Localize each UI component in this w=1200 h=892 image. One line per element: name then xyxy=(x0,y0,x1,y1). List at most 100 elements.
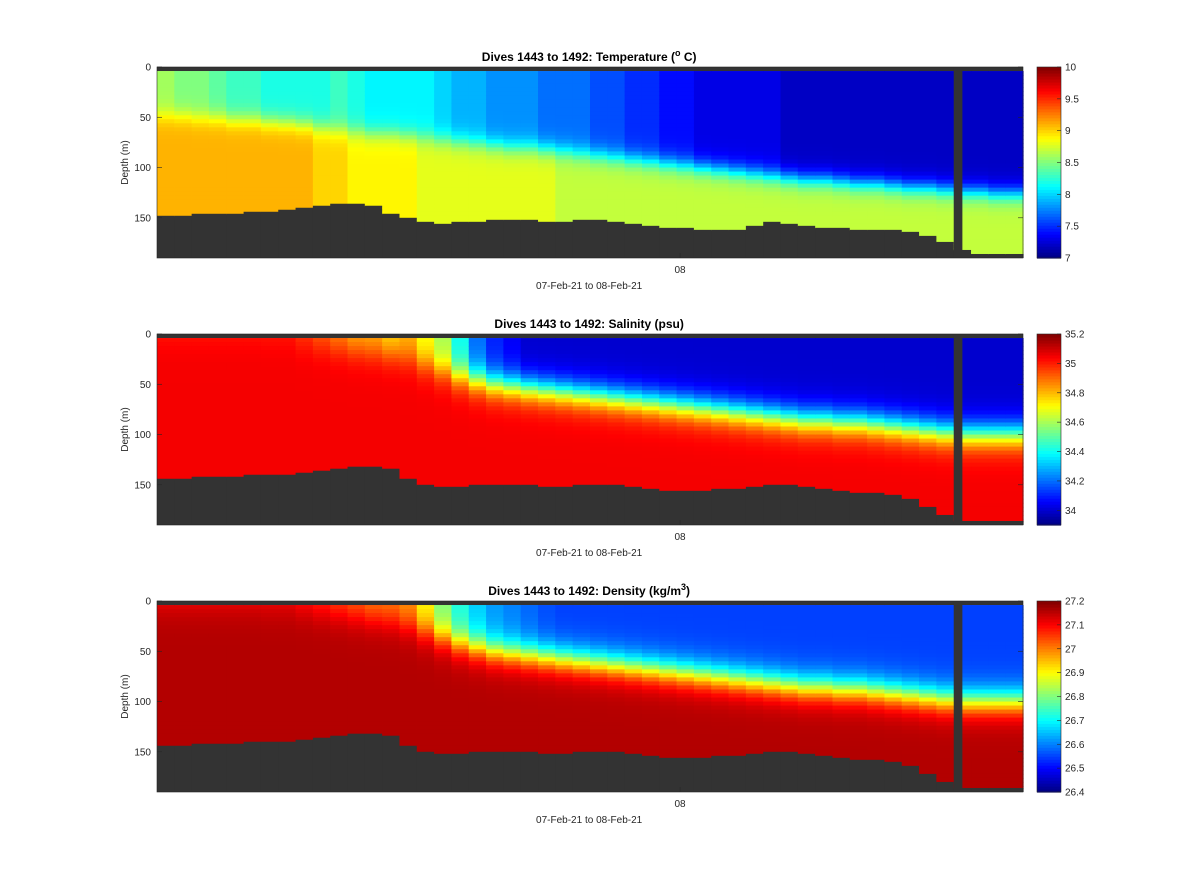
temperature-cell xyxy=(399,127,418,132)
temperature-cell xyxy=(884,223,903,229)
temperature-cell xyxy=(468,219,487,223)
salinity-cell xyxy=(555,338,574,343)
temperature-cell xyxy=(797,211,816,217)
temperature-cell xyxy=(174,211,193,217)
salinity-cell xyxy=(607,390,626,395)
temperature-cell xyxy=(486,79,504,84)
temperature-cell xyxy=(468,175,487,181)
density-cell xyxy=(382,661,401,666)
salinity-cell xyxy=(226,402,245,407)
temperature-cell xyxy=(815,87,834,92)
density-cell xyxy=(555,637,574,642)
temperature-cell xyxy=(382,87,401,92)
temperature-cell xyxy=(226,199,245,205)
salinity-cell xyxy=(919,498,937,504)
temperature-cell xyxy=(295,111,314,116)
density-cell xyxy=(295,609,314,614)
salinity-cell xyxy=(780,382,799,387)
salinity-cell xyxy=(919,406,937,411)
temperature-cell xyxy=(953,143,972,149)
density-cell xyxy=(243,649,262,654)
temperature-cell xyxy=(590,127,608,132)
temperature-cell xyxy=(624,131,643,136)
salinity-cell xyxy=(295,430,314,436)
density-cell xyxy=(347,641,366,646)
temperature-cell xyxy=(849,135,868,140)
temperature-cell xyxy=(988,155,1007,161)
temperature-cell xyxy=(659,199,678,205)
salinity-cell xyxy=(953,474,972,480)
salinity-cell xyxy=(971,342,989,347)
salinity-cell xyxy=(901,394,920,399)
salinity-cell xyxy=(849,342,868,347)
colorbar-swatch xyxy=(1037,465,1061,469)
temperature-cell xyxy=(624,91,643,96)
temperature-cell xyxy=(884,155,903,161)
density-cell xyxy=(555,737,574,743)
temperature-cell xyxy=(953,203,972,209)
salinity-cell xyxy=(434,386,453,391)
density-cell xyxy=(157,689,175,695)
temperature-cell xyxy=(451,131,470,136)
temperature-cell xyxy=(728,187,747,193)
salinity-cell xyxy=(745,358,764,363)
temperature-cell xyxy=(936,143,955,149)
temperature-cell xyxy=(364,115,383,120)
density-cell xyxy=(347,613,366,618)
temperature-cell xyxy=(434,191,453,197)
salinity-cell xyxy=(503,434,522,440)
temperature-cell xyxy=(330,127,349,132)
salinity-cell xyxy=(607,374,626,379)
temperature-cell xyxy=(312,155,331,161)
temperature-cell xyxy=(347,155,366,161)
density-cell xyxy=(295,733,314,739)
temperature-cell xyxy=(780,179,799,185)
temperature-cell xyxy=(797,187,816,193)
temperature-cell xyxy=(849,179,868,185)
salinity-cell xyxy=(312,406,331,411)
temperature-cell xyxy=(867,207,886,213)
salinity-cell xyxy=(641,358,660,363)
salinity-cell xyxy=(347,426,366,432)
salinity-cell xyxy=(953,342,972,347)
temperature-cell xyxy=(624,147,643,153)
density-cell xyxy=(486,733,504,739)
temperature-cell xyxy=(797,171,816,177)
salinity-cell xyxy=(676,382,695,387)
seafloor-mask xyxy=(416,221,435,258)
salinity-cell xyxy=(867,422,886,428)
salinity-cell xyxy=(745,346,764,351)
temperature-cell xyxy=(867,151,886,157)
temperature-cell xyxy=(641,103,660,108)
density-cell xyxy=(278,645,297,650)
density-cell xyxy=(364,701,383,707)
salinity-cell xyxy=(1005,414,1024,420)
density-cell xyxy=(226,661,245,666)
salinity-cell xyxy=(901,434,920,440)
salinity-cell xyxy=(555,414,574,420)
salinity-cell xyxy=(555,466,574,472)
density-cell xyxy=(330,641,349,646)
density-cell xyxy=(520,621,539,626)
salinity-cell xyxy=(208,442,227,448)
colorbar-swatch xyxy=(1037,441,1061,446)
salinity-cell xyxy=(260,470,279,476)
colorbar-swatch xyxy=(1037,237,1061,241)
seafloor-mask xyxy=(607,484,626,525)
salinity-cell xyxy=(867,354,886,359)
temperature-cell xyxy=(434,171,453,177)
salinity-cell xyxy=(607,406,626,411)
temperature-cell xyxy=(364,183,383,189)
salinity-cell xyxy=(312,462,331,468)
temperature-cell xyxy=(659,167,678,173)
density-cell xyxy=(208,633,227,638)
colorbar-swatch xyxy=(1037,132,1061,137)
density-cell xyxy=(260,621,279,626)
salinity-cell xyxy=(520,346,539,351)
temperature-cell xyxy=(607,219,626,223)
density-cell xyxy=(451,669,470,674)
salinity-cell xyxy=(520,434,539,440)
salinity-cell xyxy=(590,382,608,387)
salinity-cell xyxy=(815,438,834,444)
density-cell xyxy=(347,669,366,674)
